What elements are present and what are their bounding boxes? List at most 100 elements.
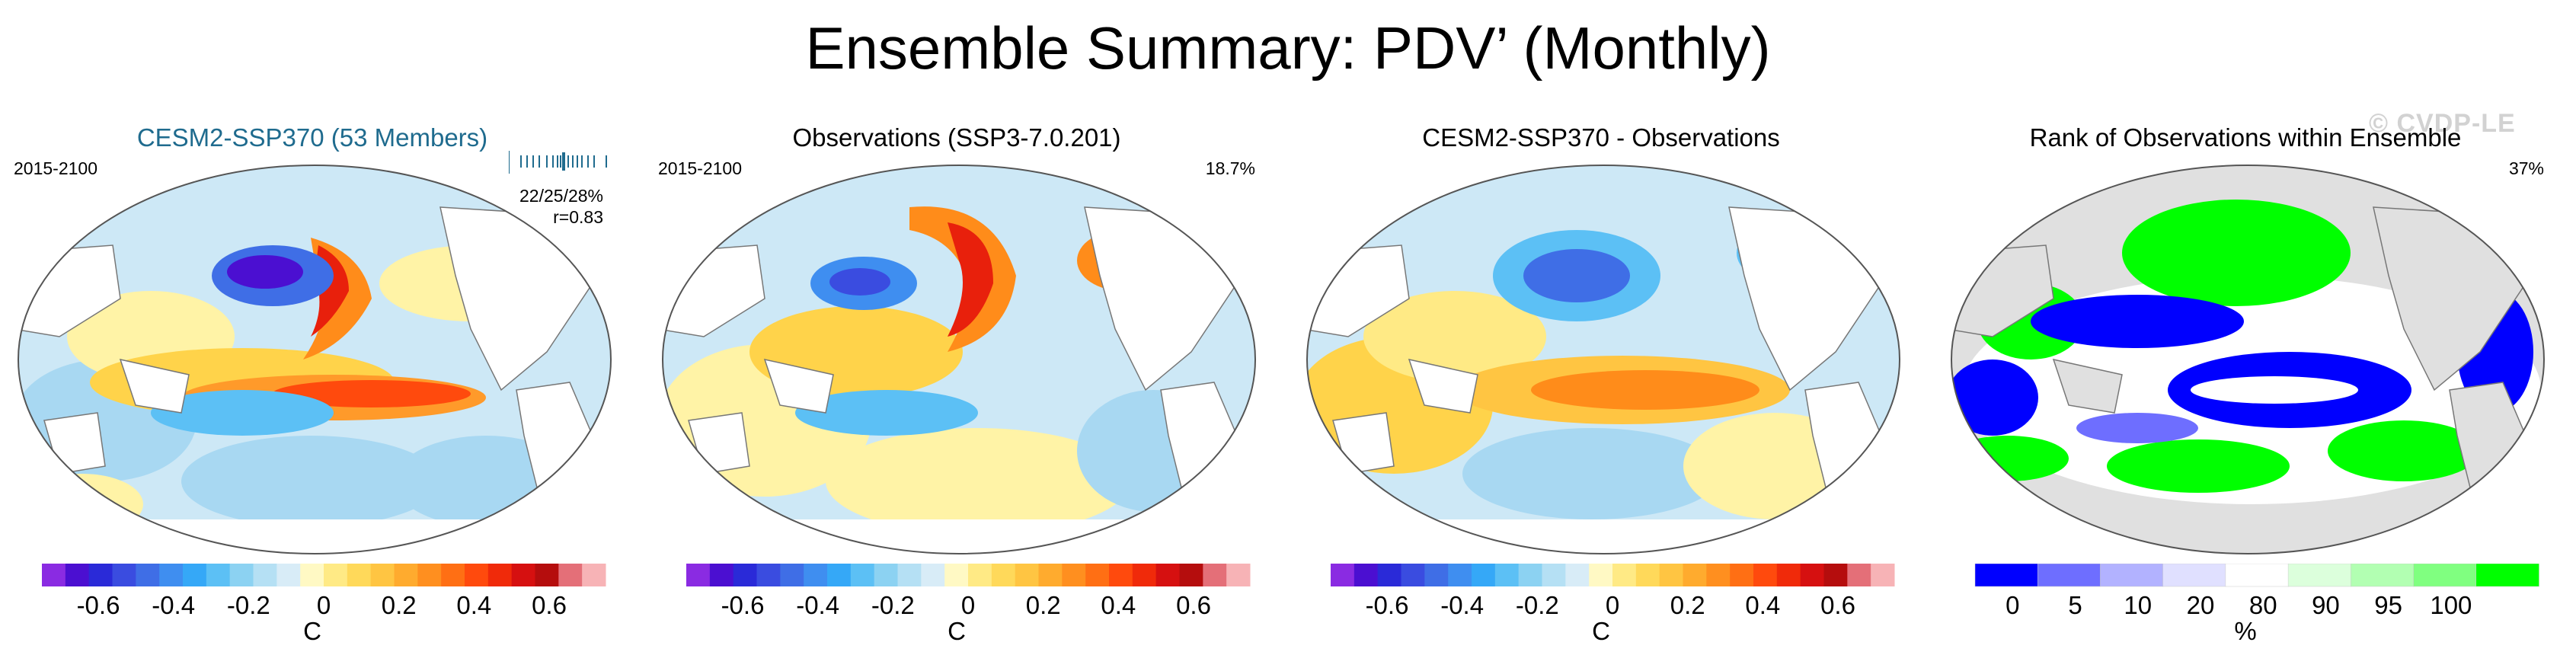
colorbar-bin [465, 564, 489, 586]
colorbar: -0.6 -0.4 -0.2 0 0.2 0.4 0.6 [42, 564, 606, 617]
colorbar-bin [1683, 564, 1707, 586]
colorbar-bin [1612, 564, 1637, 586]
colorbar-bin [1109, 564, 1133, 586]
colorbar-tick-label: 100 [2430, 591, 2472, 617]
colorbar-tick-label: -0.2 [871, 591, 915, 617]
map-ensemble-mean [18, 165, 612, 554]
colorbar-bin [535, 564, 559, 586]
colorbar-bin [441, 564, 465, 586]
colorbar-tick-label: -0.2 [1516, 591, 1559, 617]
colorbar-bin [2225, 564, 2289, 587]
panel-title: CESM2-SSP370 (53 Members) [136, 123, 488, 152]
colorbar-bin [1565, 564, 1590, 586]
colorbar-tick-label: 0 [1606, 591, 1619, 617]
colorbar-bin [1062, 564, 1086, 586]
colorbar-bin [897, 564, 922, 586]
colorbar-bin [300, 564, 324, 586]
colorbar-bin [417, 564, 442, 586]
period-label: 2015-2100 [658, 158, 742, 178]
colorbar-bin [1179, 564, 1203, 586]
colorbar-tick-label: 0.6 [1820, 591, 1855, 617]
colorbar-bin [827, 564, 852, 586]
map-observations [662, 165, 1256, 554]
ensemble-stats: 22/25/28% r=0.83 [519, 185, 603, 228]
colorbar-tick-label: -0.6 [721, 591, 765, 617]
colorbar-bin [324, 564, 348, 586]
colorbar-bin [558, 564, 583, 586]
colorbar-bin [1494, 564, 1520, 586]
colorbar-unit: C [948, 617, 966, 645]
colorbar-bin [206, 564, 231, 586]
colorbar-bin [2100, 564, 2164, 587]
panel-title: CESM2-SSP370 - Observations [1422, 123, 1780, 152]
colorbar-bin [65, 564, 90, 586]
colorbar-bin [968, 564, 992, 586]
colorbar-bin [756, 564, 781, 586]
colorbar: -0.6 -0.4 -0.2 0 0.2 0.4 0.6 [686, 564, 1251, 617]
colorbar-bin [1472, 564, 1496, 586]
colorbar-bin [1871, 564, 1895, 586]
colorbar-bin [780, 564, 804, 586]
colorbar-tick-label: 10 [2124, 591, 2152, 617]
map-difference [1306, 165, 1900, 554]
colorbar: 0 5 10 20 80 90 95 100 [1974, 564, 2539, 617]
colorbar-bin [1823, 564, 1848, 586]
panel-title: Observations (SSP3-7.0.201) [792, 123, 1121, 152]
colorbar-bin [1589, 564, 1613, 586]
main-title: Ensemble Summary: PDV’ (Monthly) [805, 14, 1771, 81]
colorbar-tick-label: -0.4 [1440, 591, 1484, 617]
colorbar-unit: C [1592, 617, 1610, 645]
colorbar-bin [944, 564, 969, 586]
colorbar-bin [2413, 564, 2477, 587]
colorbar-bin [1730, 564, 1754, 586]
colorbar-bin [2287, 564, 2352, 587]
colorbar-tick-label: -0.4 [152, 591, 195, 617]
colorbar-tick-label: 0.6 [1176, 591, 1211, 617]
colorbar-bin [1974, 564, 2038, 587]
colorbar-bin [2475, 564, 2539, 587]
colorbar-bin [1424, 564, 1449, 586]
watermark: © CVDP-LE [2369, 109, 2516, 138]
colorbar-tick-label: 20 [2187, 591, 2215, 617]
colorbar-bin [1015, 564, 1039, 586]
colorbar-tick-label: 0.2 [382, 591, 417, 617]
colorbar-tick-label: 80 [2249, 591, 2277, 617]
colorbar-tick-label: -0.4 [796, 591, 839, 617]
colorbar-bin [1226, 564, 1251, 586]
colorbar-bin [229, 564, 254, 586]
colorbar-bin [1155, 564, 1180, 586]
colorbar-bin [1706, 564, 1731, 586]
colorbar-bin [276, 564, 301, 586]
colorbar-bin [487, 564, 513, 586]
colorbar-bin [2037, 564, 2101, 587]
colorbar-bin [511, 564, 535, 586]
colorbar-unit: C [303, 617, 321, 645]
panel-difference: CESM2-SSP370 - Observations -0.6 -0.4 -0.2… [1289, 114, 1913, 670]
colorbar-bin [1448, 564, 1472, 586]
colorbar-bin [850, 564, 875, 586]
colorbar-tick-label: 0.4 [1745, 591, 1780, 617]
map-rank [1951, 165, 2545, 554]
colorbar-bin [921, 564, 945, 586]
colorbar-bin [2351, 564, 2415, 587]
colorbar-bin [1038, 564, 1063, 586]
colorbar-tick-label: -0.2 [227, 591, 270, 617]
colorbar-tick-label: 5 [2068, 591, 2082, 617]
colorbar-bin [112, 564, 136, 586]
colorbar-tick-label: 0.6 [532, 591, 567, 617]
colorbar-bin [42, 564, 66, 586]
colorbar-bin [874, 564, 898, 586]
colorbar-tick-label: 90 [2312, 591, 2340, 617]
colorbar-bin [370, 564, 395, 586]
colorbar-bin [582, 564, 606, 586]
colorbar-bin [136, 564, 160, 586]
colorbar-tick-label: 95 [2374, 591, 2402, 617]
colorbar-bin [1401, 564, 1425, 586]
colorbar-bin [804, 564, 828, 586]
colorbar-bin [1203, 564, 1227, 586]
panel-observations: Observations (SSP3-7.0.201) 2015-2100 18… [644, 114, 1269, 670]
colorbar-tick-label: 0.4 [456, 591, 491, 617]
colorbar-tick-label: 0 [2006, 591, 2019, 617]
colorbar-bin [1847, 564, 1871, 586]
colorbar-tick-label: 0.2 [1026, 591, 1061, 617]
